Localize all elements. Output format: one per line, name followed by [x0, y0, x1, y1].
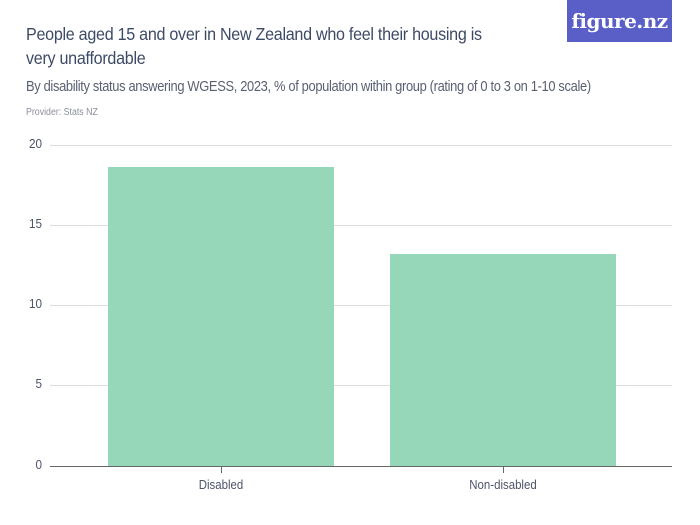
- y-tick-label: 10: [28, 296, 42, 311]
- provider-label: Provider: Stats NZ: [26, 107, 98, 118]
- y-tick-label: 15: [28, 216, 42, 231]
- y-tick-label: 20: [28, 136, 42, 151]
- x-tick-mark: [221, 467, 222, 473]
- x-tick-label-disabled: Disabled: [198, 477, 244, 492]
- gridline-5: [50, 385, 672, 386]
- gridline-10: [50, 305, 672, 306]
- figure-nz-logo[interactable]: figure.nz: [567, 0, 672, 42]
- gridline-15: [50, 225, 672, 226]
- gridline-20: [50, 145, 672, 146]
- chart-subtitle: By disability status answering WGESS, 20…: [26, 78, 591, 95]
- chart-title: People aged 15 and over in New Zealand w…: [26, 24, 482, 68]
- bar-non-disabled[interactable]: [390, 254, 616, 466]
- x-tick-label-non-disabled: Non-disabled: [469, 477, 537, 492]
- x-tick-mark: [503, 467, 504, 473]
- x-axis-line: [50, 466, 672, 467]
- y-tick-label: 5: [35, 376, 42, 391]
- y-tick-label: 0: [35, 457, 42, 472]
- bar-disabled[interactable]: [108, 167, 334, 466]
